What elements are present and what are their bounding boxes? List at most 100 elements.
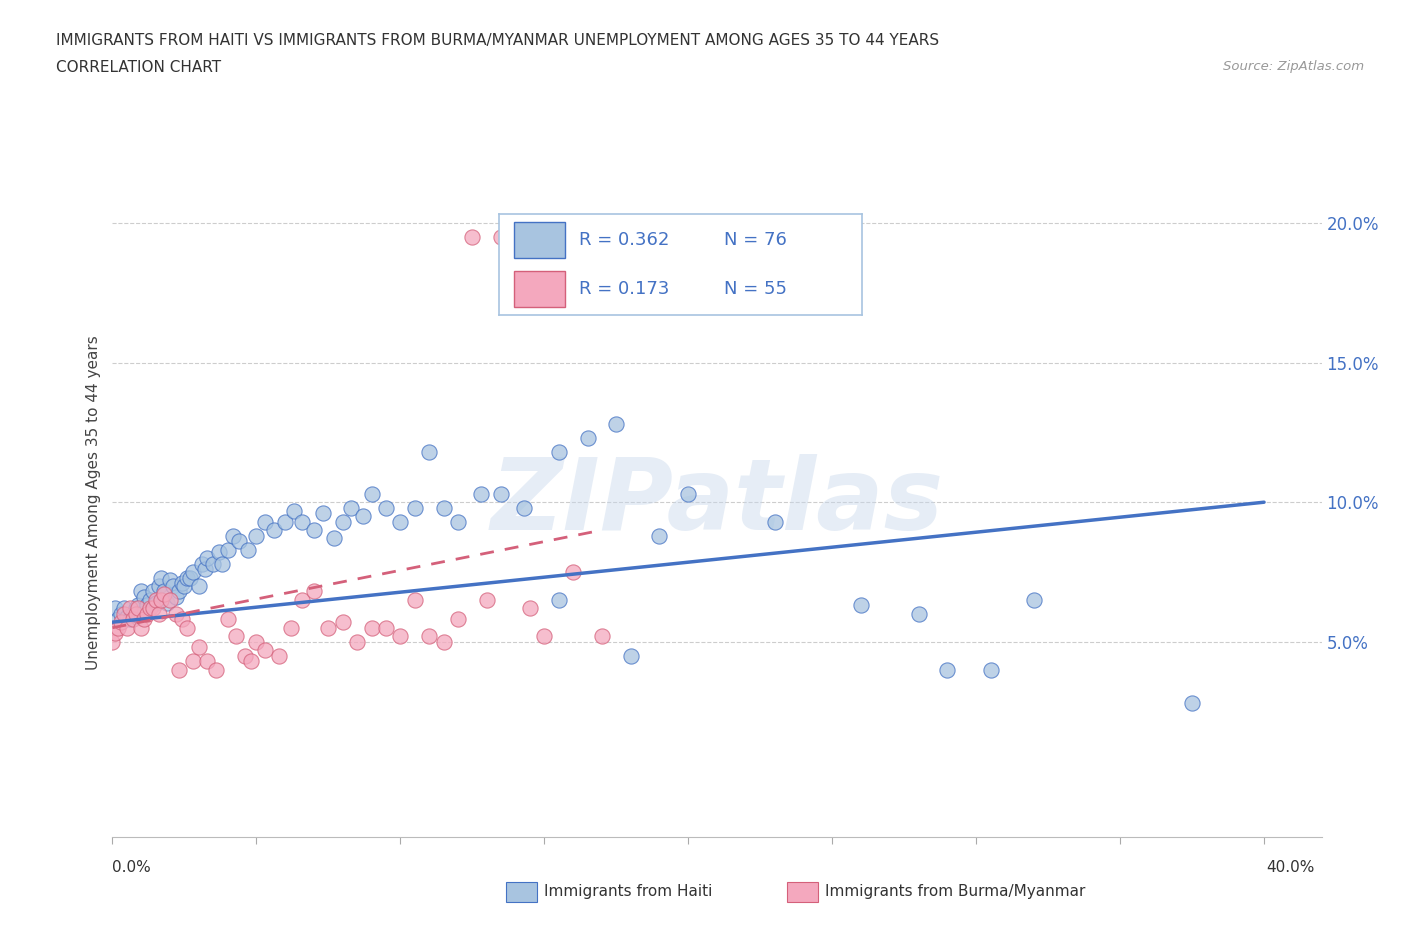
Point	[150, 570, 173, 585]
Point	[167, 662, 190, 677]
Point	[211, 556, 233, 571]
Point	[173, 578, 195, 593]
Point	[162, 578, 184, 593]
Point	[533, 629, 555, 644]
Point	[360, 620, 382, 635]
Point	[159, 592, 181, 607]
Point	[136, 606, 159, 621]
Point	[187, 640, 209, 655]
Point	[291, 592, 314, 607]
Point	[148, 578, 170, 593]
Point	[389, 514, 412, 529]
Point	[340, 500, 363, 515]
Point	[118, 601, 141, 616]
Text: ZIPatlas: ZIPatlas	[491, 454, 943, 551]
Point	[139, 601, 162, 616]
Text: CORRELATION CHART: CORRELATION CHART	[56, 60, 221, 75]
Point	[129, 620, 152, 635]
Point	[194, 562, 217, 577]
Point	[222, 528, 245, 543]
Point	[245, 634, 267, 649]
Point	[404, 592, 426, 607]
Point	[142, 601, 165, 616]
Point	[489, 486, 512, 501]
Point	[187, 578, 209, 593]
Text: Source: ZipAtlas.com: Source: ZipAtlas.com	[1223, 60, 1364, 73]
Point	[236, 542, 259, 557]
Point	[115, 609, 138, 624]
Point	[280, 620, 302, 635]
Point	[470, 486, 492, 501]
Point	[129, 606, 152, 621]
Point	[562, 565, 585, 579]
Point	[519, 601, 541, 616]
Point	[547, 592, 569, 607]
Point	[907, 606, 929, 621]
Point	[150, 592, 173, 607]
Point	[217, 612, 239, 627]
Point	[318, 620, 340, 635]
Point	[620, 648, 643, 663]
Point	[179, 570, 201, 585]
Point	[136, 598, 159, 613]
Point	[208, 545, 231, 560]
Point	[432, 634, 454, 649]
Point	[1181, 696, 1204, 711]
Point	[225, 629, 247, 644]
Point	[346, 634, 368, 649]
Point	[197, 551, 219, 565]
Point	[254, 643, 277, 658]
Point	[763, 514, 786, 529]
Point	[170, 576, 193, 591]
Point	[239, 654, 262, 669]
Point	[134, 612, 156, 627]
Point	[269, 648, 291, 663]
Point	[156, 595, 179, 610]
Point	[291, 514, 314, 529]
Point	[104, 626, 127, 641]
Point	[159, 573, 181, 588]
Point	[311, 506, 333, 521]
Point	[205, 662, 228, 677]
Point	[254, 514, 277, 529]
Text: 0.0%: 0.0%	[112, 860, 152, 875]
Point	[489, 230, 512, 245]
Point	[274, 514, 297, 529]
Point	[165, 606, 187, 621]
Text: 40.0%: 40.0%	[1267, 860, 1315, 875]
Point	[352, 509, 374, 524]
Point	[107, 620, 129, 635]
Point	[118, 612, 141, 627]
Point	[104, 601, 127, 616]
Point	[181, 565, 204, 579]
Point	[1022, 592, 1045, 607]
Point	[148, 606, 170, 621]
Point	[283, 503, 305, 518]
Point	[110, 615, 132, 630]
Point	[432, 500, 454, 515]
Point	[190, 556, 212, 571]
Point	[202, 556, 225, 571]
Point	[263, 523, 285, 538]
Point	[153, 584, 176, 599]
Point	[591, 629, 613, 644]
Point	[107, 612, 129, 627]
Point	[302, 584, 325, 599]
Point	[127, 598, 149, 613]
Point	[418, 445, 440, 459]
Point	[176, 570, 198, 585]
Text: Immigrants from Haiti: Immigrants from Haiti	[544, 884, 713, 899]
Point	[181, 654, 204, 669]
Point	[332, 514, 354, 529]
Point	[110, 606, 132, 621]
Point	[121, 606, 143, 621]
Point	[447, 514, 470, 529]
Point	[121, 612, 143, 627]
Point	[547, 445, 569, 459]
Point	[389, 629, 412, 644]
Point	[605, 417, 627, 432]
Point	[115, 620, 138, 635]
Point	[332, 615, 354, 630]
Point	[849, 598, 872, 613]
Point	[153, 587, 176, 602]
